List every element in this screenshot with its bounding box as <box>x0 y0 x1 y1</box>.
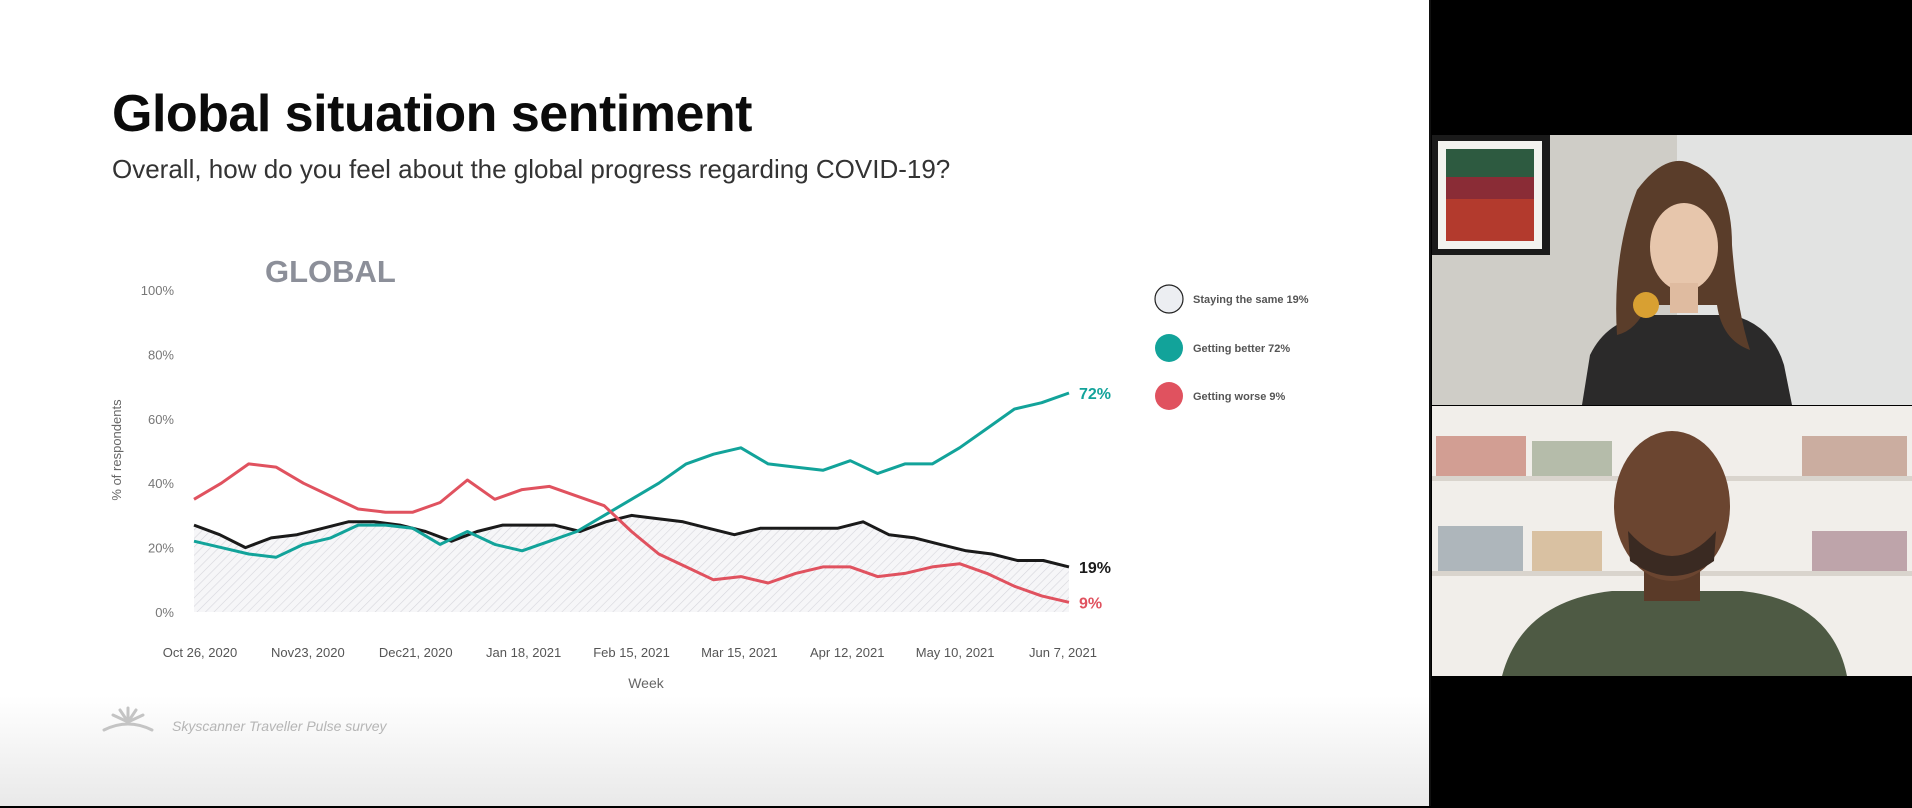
end-label-getting-worse: 9% <box>1079 595 1102 612</box>
end-label-getting-better: 72% <box>1079 386 1111 403</box>
y-tick-label: 100% <box>141 283 175 298</box>
participant-video-1 <box>1432 135 1912 405</box>
y-axis-label: % of respondents <box>109 399 124 501</box>
slide-footer-fade <box>0 696 1429 806</box>
legend-swatch-getting-better <box>1155 334 1183 362</box>
presentation-slide: Global situation sentiment Overall, how … <box>0 0 1431 806</box>
legend-swatch-staying-the-same <box>1154 284 1184 314</box>
participant-video-2 <box>1432 406 1912 676</box>
slide-subtitle: Overall, how do you feel about the globa… <box>112 154 951 184</box>
legend-label-staying-the-same: Staying the same 19% <box>1193 294 1309 306</box>
x-tick-label: Nov23, 2020 <box>271 645 345 660</box>
sentiment-line-chart: GLOBAL % of respondents Week 0% 20% 40% 60%… <box>109 254 1309 691</box>
legend-swatch-getting-worse <box>1155 382 1183 410</box>
chart-title: GLOBAL <box>265 254 396 289</box>
x-tick-label: Jun 7, 2021 <box>1029 645 1097 660</box>
series-line-staying-the-same <box>193 513 1070 569</box>
x-tick-label: Apr 12, 2021 <box>810 645 884 660</box>
y-tick-label: 20% <box>148 541 174 556</box>
x-tick-label: Dec21, 2020 <box>379 645 453 660</box>
participant-1-video-frame <box>1432 135 1912 405</box>
y-tick-label: 40% <box>148 476 174 491</box>
y-tick-label: 60% <box>148 412 174 427</box>
chart-legend: Staying the same 19% Getting better 72% … <box>1154 284 1309 410</box>
legend-label-getting-better: Getting better 72% <box>1193 343 1290 355</box>
y-tick-label: 0% <box>155 605 174 620</box>
skyscanner-logo-icon <box>102 706 154 732</box>
series-area-staying-the-same <box>194 515 1069 612</box>
x-tick-label: Feb 15, 2021 <box>593 645 670 660</box>
participant-2-video-frame <box>1432 406 1912 676</box>
end-label-staying-the-same: 19% <box>1079 560 1111 577</box>
x-tick-label: Mar 15, 2021 <box>701 645 778 660</box>
x-tick-label: Oct 26, 2020 <box>163 645 237 660</box>
slide-title: Global situation sentiment <box>112 85 752 143</box>
x-tick-label: May 10, 2021 <box>916 645 995 660</box>
series-line-getting-better <box>193 391 1070 559</box>
series-line-getting-worse <box>193 462 1070 604</box>
y-tick-label: 80% <box>148 347 174 362</box>
x-axis-label: Week <box>628 675 665 691</box>
footer-source: Skyscanner Traveller Pulse survey <box>172 718 387 734</box>
wall-painting <box>1432 135 1550 255</box>
legend-label-getting-worse: Getting worse 9% <box>1193 391 1286 403</box>
x-tick-label: Jan 18, 2021 <box>486 645 561 660</box>
